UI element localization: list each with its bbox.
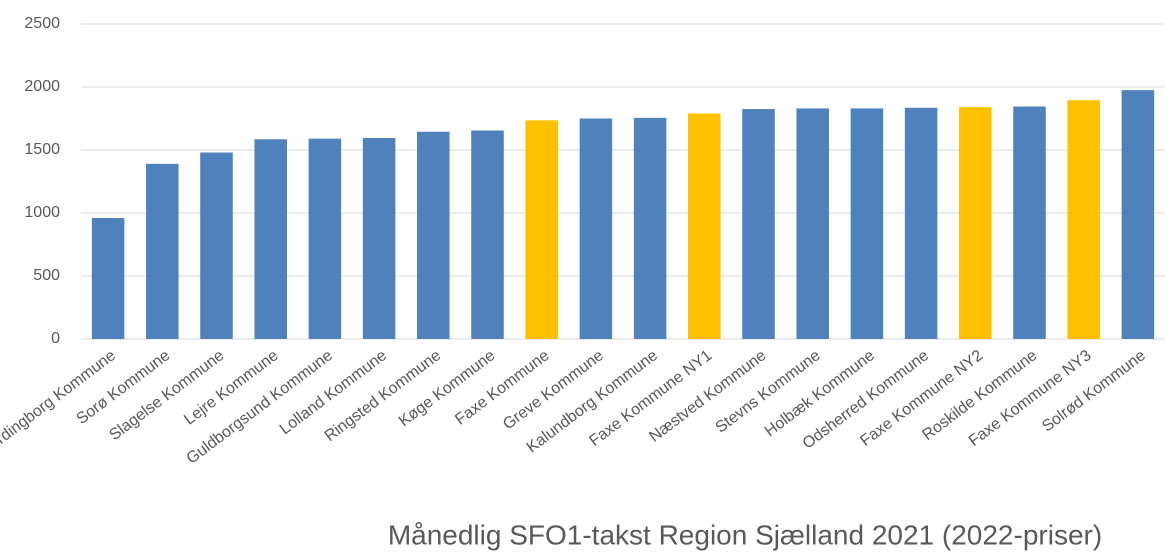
bar [471,130,504,339]
bar [362,138,396,339]
x-tick-label: Lejre Kommune [181,347,282,429]
bar [796,108,829,339]
chart-title: Månedlig SFO1-takst Region Sjælland 2021… [388,519,1102,550]
bar [1121,90,1155,340]
bar [200,152,233,339]
bar [91,218,125,339]
bar [525,120,558,339]
x-tick-label: Faxe Kommune [452,347,553,429]
x-tick-label: Køge Kommune [396,347,499,430]
bar [1013,106,1046,339]
bar [850,108,884,339]
y-tick-label: 1500 [24,141,60,158]
bar [688,113,721,340]
bar [959,107,992,339]
bar [904,107,938,339]
y-tick-label: 500 [33,267,60,284]
y-tick-label: 2000 [24,78,60,95]
bar [1067,100,1100,339]
y-tick-label: 1000 [24,204,60,221]
bar [579,118,613,339]
y-tick-label: 0 [51,330,60,347]
x-tick-label: Sorø Kommune [74,347,174,428]
y-tick-label: 2500 [24,15,60,32]
bar [308,138,342,339]
bar [417,131,450,339]
bar [742,109,775,339]
bar [633,117,667,340]
bar [146,163,179,339]
bar [254,139,287,339]
